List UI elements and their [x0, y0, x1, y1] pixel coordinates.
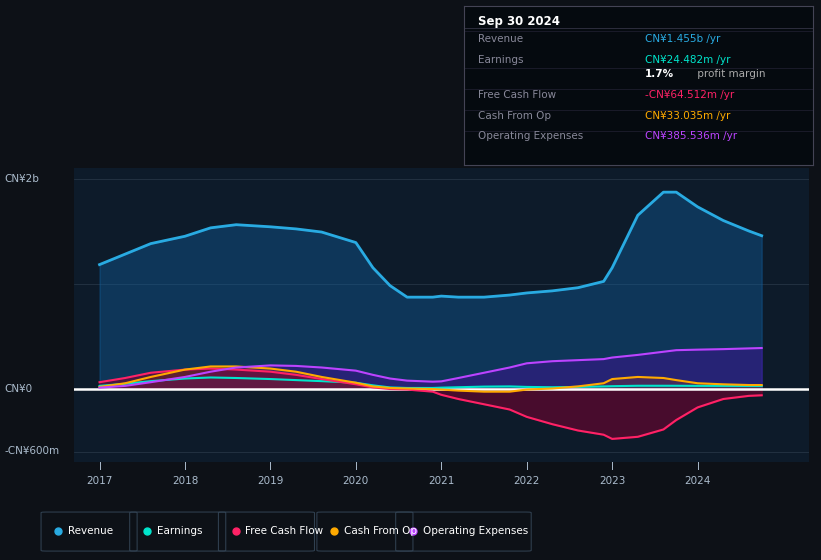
Text: CN¥33.035m /yr: CN¥33.035m /yr: [645, 111, 731, 121]
Text: Cash From Op: Cash From Op: [344, 526, 417, 535]
Text: 2020: 2020: [342, 476, 369, 486]
Text: 2019: 2019: [257, 476, 283, 486]
Text: -CN¥600m: -CN¥600m: [4, 446, 59, 456]
Text: Sep 30 2024: Sep 30 2024: [478, 15, 560, 28]
Text: Free Cash Flow: Free Cash Flow: [245, 526, 323, 535]
Text: 1.7%: 1.7%: [645, 69, 674, 79]
Text: 2024: 2024: [685, 476, 711, 486]
Text: 2022: 2022: [514, 476, 540, 486]
Text: -CN¥64.512m /yr: -CN¥64.512m /yr: [645, 90, 735, 100]
Text: CN¥24.482m /yr: CN¥24.482m /yr: [645, 55, 731, 65]
Text: CN¥385.536m /yr: CN¥385.536m /yr: [645, 132, 737, 142]
Text: CN¥0: CN¥0: [4, 384, 32, 394]
Text: Operating Expenses: Operating Expenses: [478, 132, 583, 142]
Text: Cash From Op: Cash From Op: [478, 111, 551, 121]
Text: 2023: 2023: [599, 476, 626, 486]
Text: Revenue: Revenue: [68, 526, 113, 535]
Text: Operating Expenses: Operating Expenses: [423, 526, 528, 535]
Text: profit margin: profit margin: [695, 69, 766, 79]
Text: Earnings: Earnings: [478, 55, 523, 65]
Text: Earnings: Earnings: [157, 526, 202, 535]
Text: Free Cash Flow: Free Cash Flow: [478, 90, 556, 100]
Text: CN¥1.455b /yr: CN¥1.455b /yr: [645, 34, 721, 44]
Text: 2017: 2017: [86, 476, 112, 486]
Text: 2021: 2021: [428, 476, 455, 486]
Text: CN¥2b: CN¥2b: [4, 174, 39, 184]
Text: 2018: 2018: [172, 476, 198, 486]
Text: Revenue: Revenue: [478, 34, 523, 44]
